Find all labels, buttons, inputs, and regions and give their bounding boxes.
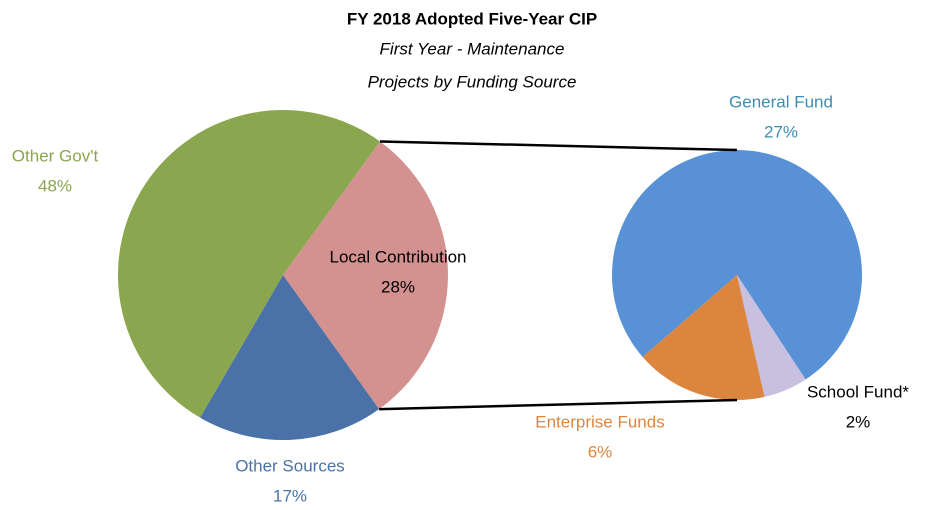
slice-label: Local Contribution [329, 247, 466, 266]
chart-subtitle: First Year - Maintenance [380, 39, 565, 58]
slice-value-label: 48% [38, 176, 72, 195]
pie-slice [117, 109, 380, 418]
slice-label: Other Gov't [12, 146, 99, 165]
connector-line [379, 398, 738, 411]
connector-line [379, 140, 738, 152]
chart-subtitle: Projects by Funding Source [368, 72, 577, 91]
pie-slice [612, 150, 862, 380]
pie-slice [737, 275, 806, 397]
slice-label: General Fund [729, 92, 833, 111]
slice-value-label: 27% [764, 122, 798, 141]
pie-slice [642, 275, 765, 400]
slice-value-label: 2% [846, 412, 871, 431]
slice-value-label: 17% [273, 486, 307, 505]
pie-slice [283, 141, 449, 410]
slice-label: Enterprise Funds [535, 412, 664, 431]
slice-value-label: 6% [588, 442, 613, 461]
chart-title: FY 2018 Adopted Five-Year CIP [347, 9, 597, 28]
slice-label: School Fund* [807, 382, 909, 401]
pie-slice [200, 275, 380, 441]
slice-value-label: 28% [381, 277, 415, 296]
slice-label: Other Sources [235, 456, 345, 475]
